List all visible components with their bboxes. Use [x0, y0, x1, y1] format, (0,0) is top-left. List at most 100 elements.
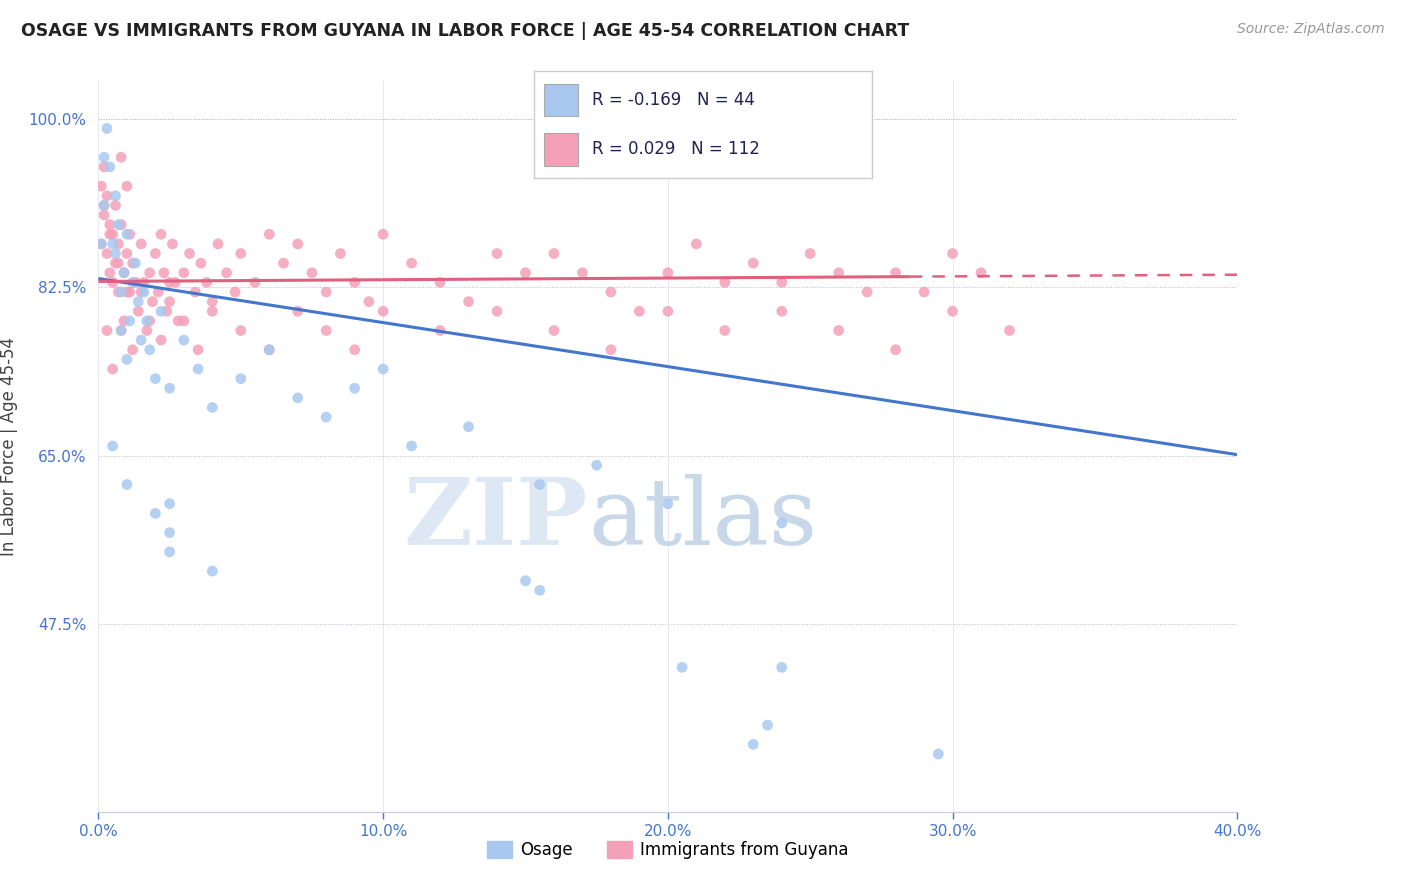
- Point: [259, 227, 281, 242]
- Point: [150, 304, 173, 318]
- Point: [98, 218, 121, 232]
- Point: [486, 246, 509, 260]
- Point: [714, 276, 737, 290]
- Point: [112, 266, 135, 280]
- Point: [104, 246, 127, 260]
- Point: [224, 285, 246, 299]
- Point: [159, 545, 181, 559]
- Point: [173, 314, 195, 328]
- Text: Source: ZipAtlas.com: Source: ZipAtlas.com: [1237, 22, 1385, 37]
- Point: [201, 401, 224, 415]
- Point: [132, 276, 155, 290]
- Text: R = -0.169   N = 44: R = -0.169 N = 44: [592, 91, 755, 109]
- Point: [101, 362, 124, 376]
- Point: [756, 718, 779, 732]
- Point: [127, 294, 149, 309]
- Point: [115, 477, 138, 491]
- Point: [529, 583, 551, 598]
- Point: [529, 477, 551, 491]
- Text: atlas: atlas: [588, 475, 817, 564]
- Point: [138, 343, 160, 357]
- Point: [150, 227, 173, 242]
- Point: [315, 285, 337, 299]
- Point: [112, 314, 135, 328]
- Point: [215, 266, 238, 280]
- Text: ZIP: ZIP: [404, 475, 588, 564]
- Point: [138, 266, 160, 280]
- Point: [401, 439, 423, 453]
- Point: [173, 266, 195, 280]
- Point: [165, 276, 187, 290]
- Point: [118, 227, 141, 242]
- Point: [770, 660, 793, 674]
- Point: [93, 208, 115, 222]
- Point: [110, 218, 132, 232]
- Point: [115, 179, 138, 194]
- Point: [742, 737, 765, 751]
- Point: [685, 236, 707, 251]
- Point: [315, 410, 337, 425]
- Point: [373, 362, 395, 376]
- Point: [93, 198, 115, 212]
- Point: [714, 324, 737, 338]
- Point: [96, 121, 118, 136]
- Point: [190, 256, 212, 270]
- Point: [671, 660, 693, 674]
- Point: [927, 747, 949, 761]
- Point: [148, 285, 170, 299]
- Point: [486, 304, 509, 318]
- Point: [828, 266, 851, 280]
- Point: [135, 314, 157, 328]
- Point: [159, 525, 181, 540]
- Point: [121, 276, 143, 290]
- Point: [104, 188, 127, 202]
- Point: [357, 294, 380, 309]
- Point: [93, 160, 115, 174]
- Point: [90, 179, 112, 194]
- Point: [145, 371, 167, 385]
- Point: [515, 266, 537, 280]
- Point: [600, 343, 623, 357]
- Point: [173, 333, 195, 347]
- Point: [107, 285, 129, 299]
- Point: [107, 256, 129, 270]
- Point: [107, 236, 129, 251]
- Point: [110, 324, 132, 338]
- Point: [287, 236, 309, 251]
- Point: [101, 439, 124, 453]
- Point: [124, 276, 146, 290]
- Point: [167, 314, 190, 328]
- Point: [301, 266, 323, 280]
- Point: [229, 371, 252, 385]
- Point: [110, 150, 132, 164]
- Point: [110, 324, 132, 338]
- Point: [115, 285, 138, 299]
- Point: [98, 160, 121, 174]
- Point: [742, 256, 765, 270]
- Point: [515, 574, 537, 588]
- Point: [770, 276, 793, 290]
- Point: [115, 352, 138, 367]
- Point: [970, 266, 993, 280]
- Point: [201, 564, 224, 578]
- Point: [770, 304, 793, 318]
- Point: [259, 343, 281, 357]
- Point: [104, 198, 127, 212]
- Point: [162, 236, 184, 251]
- Point: [159, 497, 181, 511]
- Bar: [544, 134, 578, 166]
- Point: [429, 276, 451, 290]
- Point: [315, 324, 337, 338]
- Point: [657, 304, 679, 318]
- Point: [884, 343, 907, 357]
- Point: [101, 227, 124, 242]
- Point: [98, 266, 121, 280]
- Point: [96, 188, 118, 202]
- Point: [543, 324, 565, 338]
- Point: [153, 266, 176, 280]
- Point: [457, 419, 479, 434]
- Point: [373, 227, 395, 242]
- Point: [373, 304, 395, 318]
- Point: [127, 304, 149, 318]
- Point: [129, 333, 152, 347]
